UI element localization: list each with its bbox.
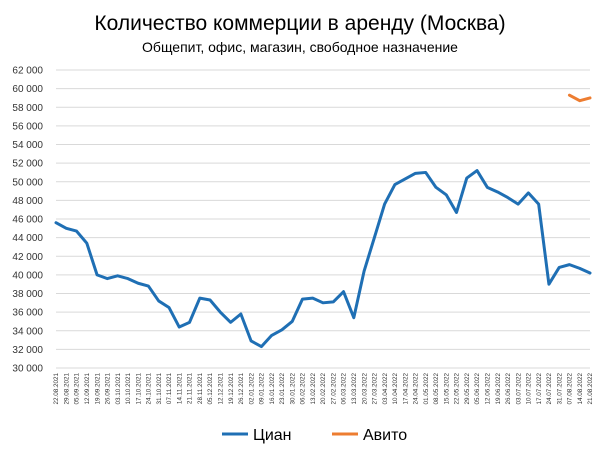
y-tick-label: 60 000 [12,84,43,95]
x-tick-label: 19.12.2021 [228,373,235,405]
x-tick-label: 23.01.2022 [279,373,286,405]
x-tick-label: 24.04.2022 [413,373,420,405]
y-tick-label: 32 000 [12,345,43,356]
x-tick-label: 05.12.2021 [207,373,214,405]
x-tick-label: 22.05.2022 [454,373,461,405]
x-tick-label: 10.10.2021 [125,373,132,405]
x-tick-label: 03.07.2022 [515,373,522,405]
x-tick-label: 12.09.2021 [84,373,91,405]
x-tick-label: 29.08.2021 [63,373,70,405]
x-tick-label: 07.08.2022 [567,373,574,405]
x-tick-label: 14.11.2021 [176,373,183,405]
x-tick-label: 05.06.2022 [474,373,481,405]
x-tick-label: 03.04.2022 [382,373,389,405]
x-tick-label: 16.01.2022 [269,373,276,405]
y-tick-label: 62 000 [12,66,43,77]
x-tick-label: 19.09.2021 [94,373,101,405]
x-tick-label: 12.06.2022 [485,373,492,405]
x-axis: 22.08.2021 29.08.2021 05.09.2021 12.09.2021… [53,373,594,405]
x-tick-label: 09.01.2022 [259,373,266,405]
x-tick-label: 07.11.2021 [166,373,173,405]
x-tick-label: 31.10.2021 [156,373,163,405]
chart-subtitle: Общепит, офис, магазин, свободное назнач… [142,39,458,55]
y-tick-label: 36 000 [12,308,43,319]
x-tick-label: 06.03.2022 [341,373,348,405]
y-axis: 30 000 32 000 34 000 36 000 38 000 40 000 42 0… [12,66,43,375]
x-tick-label: 20.02.2022 [320,373,327,405]
x-tick-label: 13.03.2022 [351,373,358,405]
y-tick-label: 40 000 [12,270,43,281]
x-tick-label: 21.11.2021 [187,373,194,405]
x-tick-label: 21.08.2022 [587,373,594,405]
x-tick-label: 20.03.2022 [361,373,368,405]
y-tick-label: 30 000 [12,364,43,375]
x-tick-label: 10.04.2022 [392,373,399,405]
x-tick-label: 26.06.2022 [505,373,512,405]
x-tick-label: 26.12.2021 [238,373,245,405]
x-tick-label: 06.02.2022 [300,373,307,405]
y-tick-label: 58 000 [12,103,43,114]
x-tick-label: 15.05.2022 [443,373,450,405]
x-tick-label: 14.08.2022 [577,373,584,405]
legend-label: Авито [363,427,407,444]
x-tick-label: 29.05.2022 [464,373,471,405]
x-tick-label: 05.09.2021 [74,373,81,405]
series-lines [54,93,592,349]
x-tick-label: 26.09.2021 [105,373,112,405]
x-tick-label: 08.05.2022 [433,373,440,405]
y-tick-label: 54 000 [12,140,43,151]
y-tick-label: 46 000 [12,215,43,226]
series-line [54,169,592,349]
x-tick-label: 27.03.2022 [372,373,379,405]
y-tick-label: 44 000 [12,233,43,244]
x-tick-label: 24.07.2022 [546,373,553,405]
grid [56,69,590,369]
series-line [567,93,592,103]
x-tick-label: 17.04.2022 [402,373,409,405]
x-tick-label: 10.07.2022 [526,373,533,405]
x-tick-label: 02.01.2022 [248,373,255,405]
y-tick-label: 50 000 [12,177,43,188]
legend: Циан Авито [222,427,407,444]
x-tick-label: 27.02.2022 [330,373,337,405]
y-tick-label: 42 000 [12,252,43,263]
x-tick-label: 30.01.2022 [289,373,296,405]
y-tick-label: 38 000 [12,289,43,300]
x-tick-label: 13.02.2022 [310,373,317,405]
chart-title: Количество коммерции в аренду (Москва) [94,12,505,35]
y-tick-label: 52 000 [12,159,43,170]
x-tick-label: 17.10.2021 [135,373,142,405]
x-tick-label: 22.08.2021 [53,373,60,405]
x-tick-label: 24.10.2021 [146,373,153,405]
x-tick-label: 19.06.2022 [495,373,502,405]
x-tick-label: 12.12.2021 [218,373,225,405]
y-tick-label: 56 000 [12,121,43,132]
legend-label: Циан [253,427,292,444]
y-tick-label: 48 000 [12,196,43,207]
x-tick-label: 17.07.2022 [536,373,543,405]
x-tick-label: 01.05.2022 [423,373,430,405]
x-tick-label: 28.11.2021 [197,373,204,405]
x-tick-label: 31.07.2022 [556,373,563,405]
y-tick-label: 34 000 [12,326,43,337]
x-tick-label: 03.10.2021 [115,373,122,405]
